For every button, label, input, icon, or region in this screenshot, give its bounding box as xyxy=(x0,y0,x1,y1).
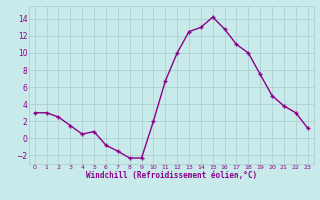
X-axis label: Windchill (Refroidissement éolien,°C): Windchill (Refroidissement éolien,°C) xyxy=(86,171,257,180)
